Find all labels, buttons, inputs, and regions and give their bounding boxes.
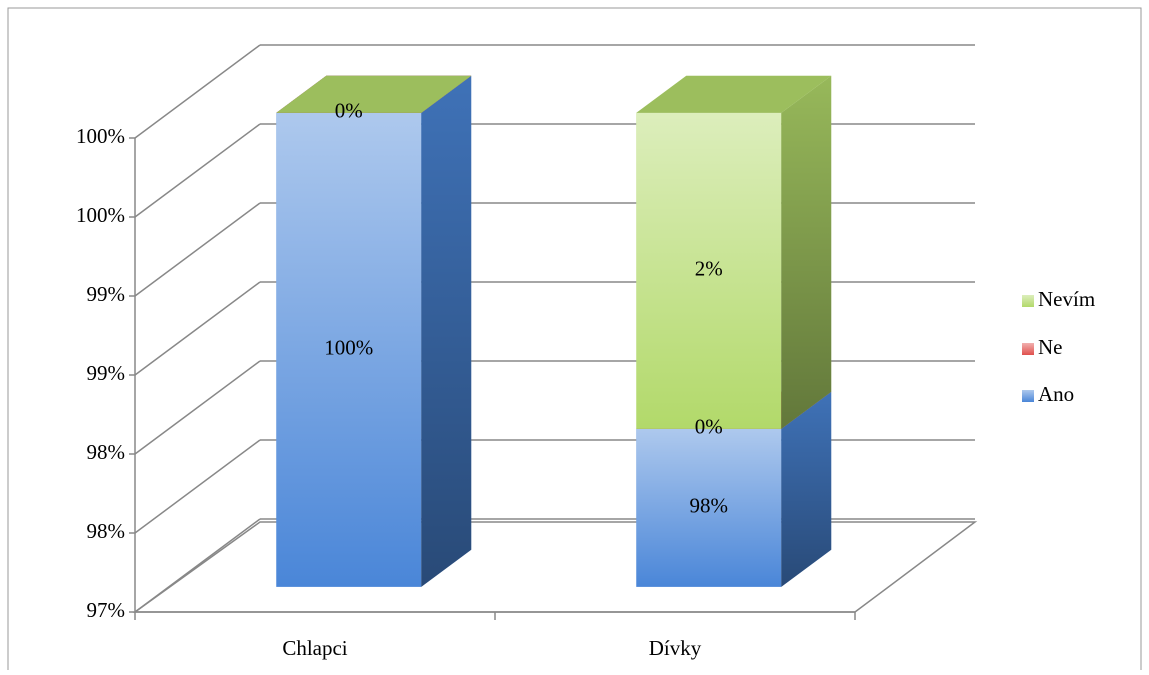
grid-line (134, 202, 261, 297)
y-tick-label: 100% (76, 203, 125, 227)
y-tick-label: 100% (76, 124, 125, 148)
bar-top (276, 75, 472, 113)
bar-top-shade (636, 75, 832, 113)
chart-frame (7, 7, 1142, 670)
legend-swatch-shine (1022, 390, 1034, 402)
bar-highlight (276, 112, 422, 587)
legend-label: Ano (1038, 382, 1074, 406)
floor (132, 521, 978, 613)
data-label: 0% (335, 99, 363, 123)
x-tick-label: Dívky (649, 636, 702, 660)
legend-label: Ne (1038, 335, 1063, 359)
y-tick-label: 97% (87, 598, 126, 622)
bar-top-shade (276, 75, 472, 113)
data-label: 0% (695, 415, 723, 439)
data-label: 100% (324, 336, 373, 360)
bar-highlight (636, 428, 782, 587)
grid-line (134, 518, 261, 613)
legend-swatch-shine (1022, 295, 1034, 307)
grid-line (134, 44, 261, 139)
y-tick-label: 98% (87, 440, 126, 464)
grid-line (134, 439, 261, 534)
grid-line (134, 281, 261, 376)
bar-highlight (636, 112, 782, 429)
x-tick-label: Chlapci (282, 636, 347, 660)
data-label: 98% (690, 494, 729, 518)
bar-side-shade (781, 391, 832, 587)
y-tick-label: 99% (87, 361, 126, 385)
legend-label: Nevím (1038, 287, 1095, 311)
grid-line (134, 360, 261, 455)
y-tick-label: 98% (87, 519, 126, 543)
legend-swatch-shine (1022, 343, 1034, 355)
grid-line (134, 123, 261, 218)
y-tick-label: 99% (87, 282, 126, 306)
data-label: 2% (695, 257, 723, 281)
bar-side-shade (781, 75, 832, 429)
bar-top (636, 75, 832, 113)
bar-side-shade (421, 75, 472, 587)
